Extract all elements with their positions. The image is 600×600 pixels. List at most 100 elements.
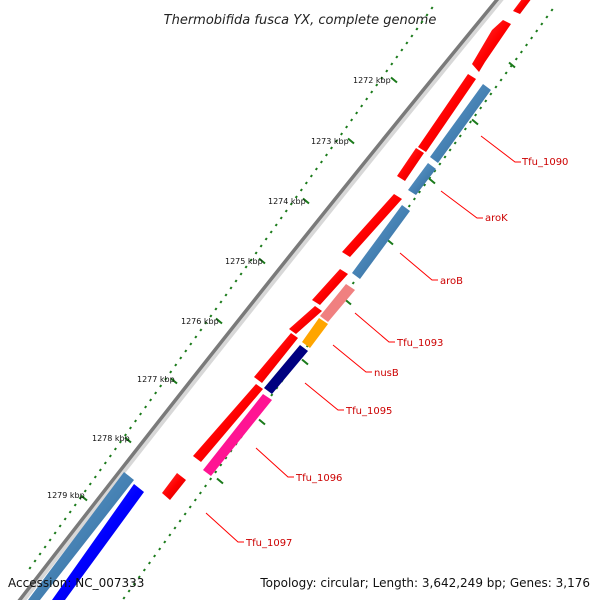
forward-strand-genes	[162, 0, 532, 500]
minor-tick	[299, 188, 303, 192]
minor-tick	[463, 127, 467, 131]
minor-tick	[144, 405, 148, 409]
minor-tick	[370, 90, 374, 94]
minor-tick	[279, 216, 283, 220]
minor-tick	[168, 533, 172, 537]
minor-tick	[410, 34, 414, 38]
scale-label: 1277 kbp	[137, 375, 175, 384]
minor-tick	[479, 106, 483, 110]
minor-tick	[540, 22, 544, 26]
minor-tick	[314, 167, 318, 171]
minor-tick	[123, 433, 127, 437]
gene-label[interactable]: nusB	[374, 368, 399, 379]
gene-label[interactable]: Tfu_1096	[295, 473, 342, 484]
major-tick	[258, 257, 266, 265]
minor-tick	[468, 120, 472, 124]
minor-tick	[83, 489, 87, 493]
gene-label[interactable]: aroK	[485, 213, 508, 224]
minor-tick	[163, 540, 167, 544]
gene-nusB[interactable]	[302, 318, 328, 348]
gene-label[interactable]: Tfu_1093	[396, 338, 443, 349]
scale-label: 1273 kbp	[311, 137, 349, 146]
major-tick	[216, 477, 224, 485]
minor-tick	[319, 160, 323, 164]
minor-tick	[550, 8, 554, 12]
minor-tick	[184, 349, 188, 353]
gene-label[interactable]: aroB	[440, 276, 463, 287]
minor-tick	[284, 209, 288, 213]
gene-feature[interactable]	[289, 306, 322, 334]
gene-Tfu_1090[interactable]	[430, 84, 491, 163]
minor-tick	[514, 57, 518, 61]
minor-tick	[73, 503, 77, 507]
minor-tick	[229, 286, 233, 290]
minor-tick	[93, 475, 97, 479]
scale-label: 1272 kbp	[353, 76, 391, 85]
minor-tick	[412, 197, 416, 201]
minor-tick	[504, 71, 508, 75]
gene-label[interactable]: Tfu_1095	[345, 406, 392, 417]
minor-tick	[43, 545, 47, 549]
gene-Tfu_1095[interactable]	[264, 345, 308, 394]
gene-feature[interactable]	[254, 333, 298, 383]
gene-aroB[interactable]	[352, 205, 410, 279]
minor-tick	[53, 531, 57, 535]
gene-label[interactable]: Tfu_1097	[245, 538, 292, 549]
map-title: Thermobifida fusca YX, complete genome	[164, 13, 437, 28]
minor-tick	[474, 113, 478, 117]
major-tick	[347, 137, 355, 145]
minor-tick	[132, 582, 136, 586]
minor-tick	[443, 155, 447, 159]
gene-feature[interactable]	[397, 148, 424, 181]
minor-tick	[400, 48, 404, 52]
minor-tick	[194, 335, 198, 339]
minor-tick	[158, 547, 162, 551]
gene-feature[interactable]	[52, 484, 144, 600]
minor-tick	[188, 505, 192, 509]
minor-tick	[154, 391, 158, 395]
gene-label[interactable]: Tfu_1090	[521, 157, 568, 168]
minor-tick	[137, 575, 141, 579]
minor-tick	[139, 412, 143, 416]
minor-tick	[405, 41, 409, 45]
major-tick	[508, 61, 516, 69]
minor-tick	[108, 454, 112, 458]
gene-feature[interactable]	[162, 473, 186, 500]
minor-tick	[525, 43, 529, 47]
minor-tick	[355, 111, 359, 115]
major-tick	[390, 76, 398, 84]
scale-label: 1279 kbp	[47, 491, 85, 500]
minor-tick	[239, 272, 243, 276]
minor-tick	[351, 281, 355, 285]
minor-tick	[224, 293, 228, 297]
major-tick	[170, 377, 178, 385]
gene-Tfu_1096[interactable]	[203, 394, 272, 476]
minor-tick	[423, 183, 427, 187]
minor-tick	[63, 517, 67, 521]
gene-labels: Tfu_1090 aroK aroB Tfu_1093 nusB Tfu_109…	[245, 157, 568, 549]
minor-tick	[329, 146, 334, 150]
gene-feature[interactable]	[418, 74, 476, 152]
major-tick	[471, 118, 479, 126]
major-tick	[301, 358, 309, 366]
gene-feature[interactable]	[28, 472, 134, 600]
minor-tick	[209, 477, 213, 481]
minor-tick	[499, 78, 503, 82]
minor-tick	[33, 559, 37, 563]
minor-tick	[545, 15, 549, 19]
gene-feature[interactable]	[193, 384, 263, 462]
minor-tick	[309, 174, 313, 178]
major-tick	[124, 436, 132, 444]
gene-aroK[interactable]	[408, 163, 436, 195]
minor-tick	[395, 55, 399, 59]
gene-feature[interactable]	[472, 20, 511, 72]
minor-tick	[390, 62, 394, 66]
gene-Tfu_1093[interactable]	[320, 284, 355, 322]
minor-tick	[530, 36, 534, 40]
gene-feature[interactable]	[312, 269, 348, 305]
minor-tick	[142, 568, 146, 572]
gene-feature[interactable]	[342, 194, 402, 257]
gene-feature[interactable]	[513, 0, 532, 14]
minor-tick	[58, 524, 62, 528]
minor-tick	[415, 27, 419, 31]
